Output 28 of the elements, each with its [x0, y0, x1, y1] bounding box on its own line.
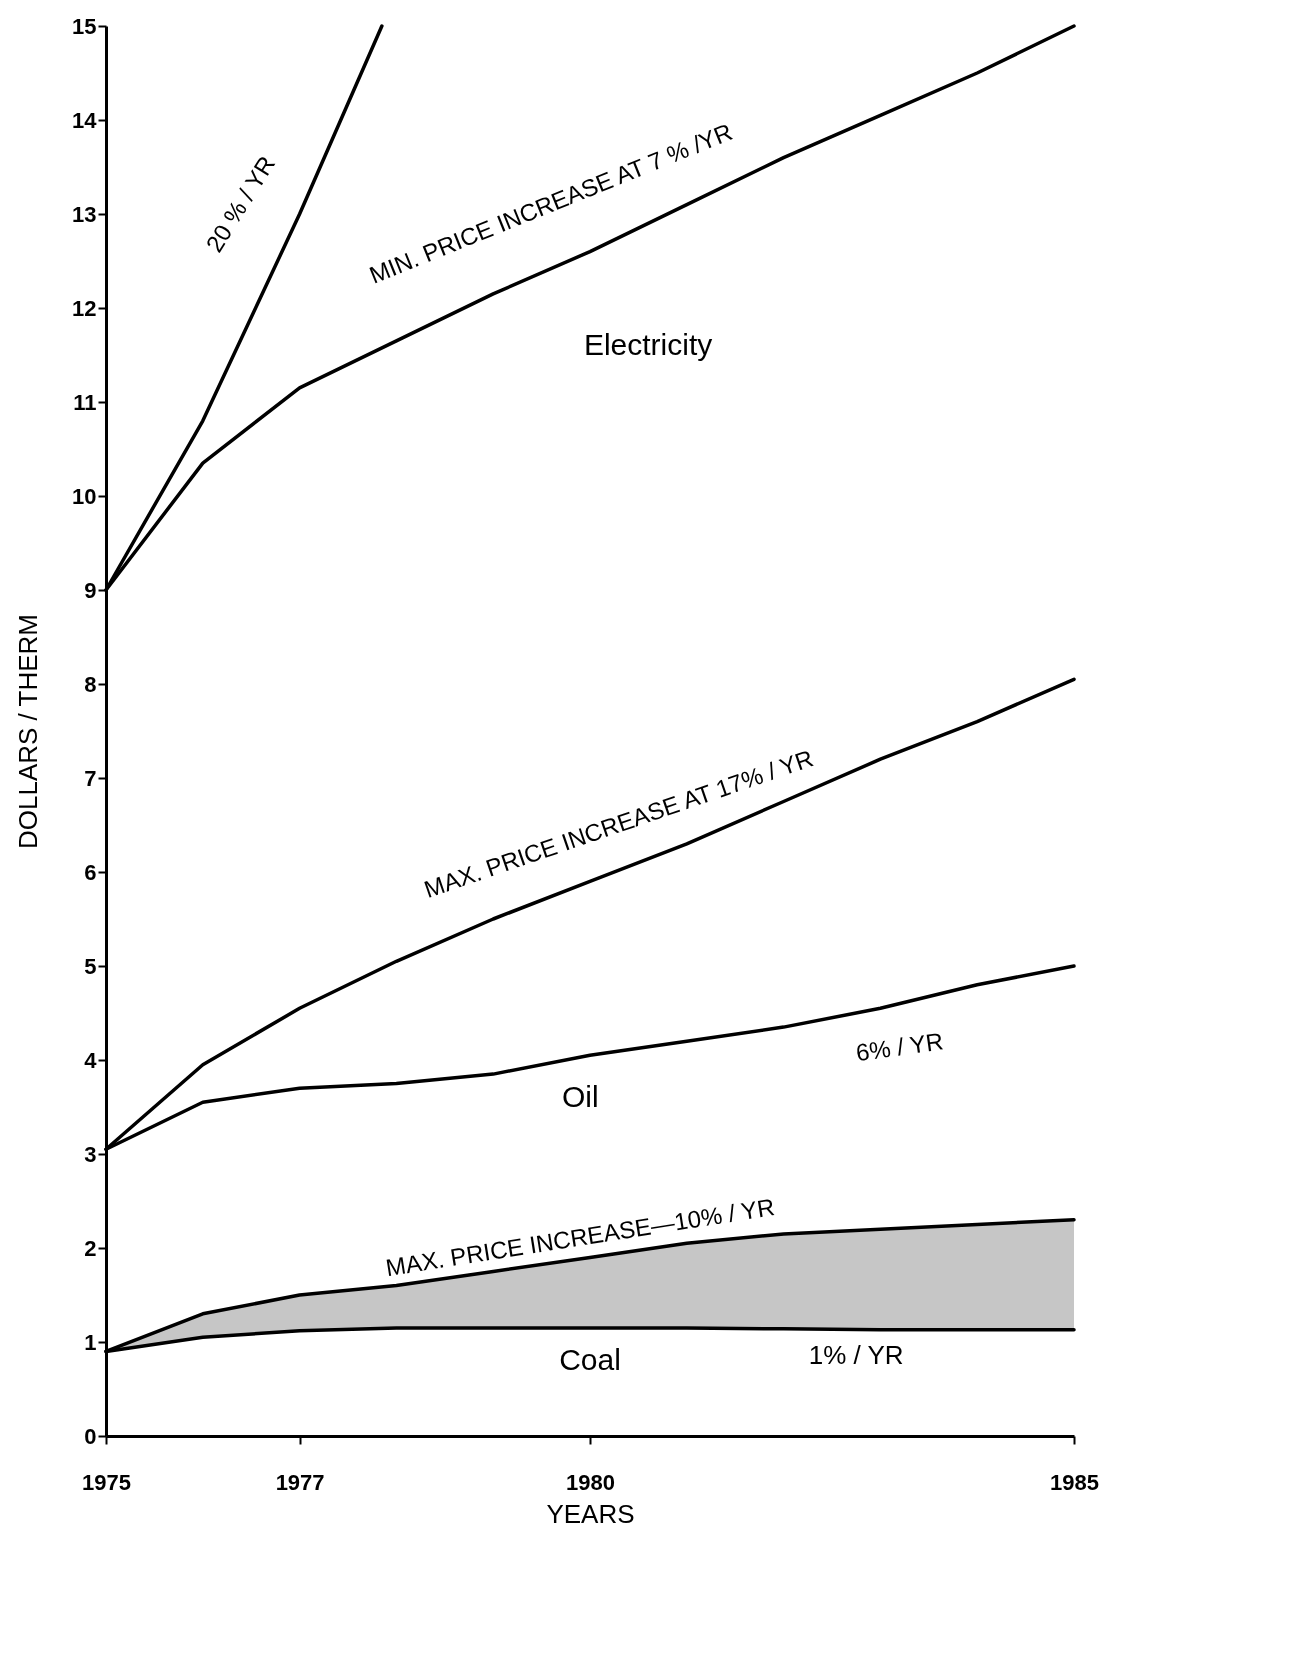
x-tick-label: 1980 [566, 1469, 615, 1495]
y-tick-label: 7 [84, 765, 97, 791]
x-tick-label: 1977 [275, 1469, 325, 1495]
y-tick-label: 5 [84, 953, 97, 979]
annotation: Coal [559, 1342, 621, 1376]
annotation: 20 % / YR [200, 151, 281, 257]
y-tick-label: 0 [84, 1423, 97, 1449]
x-tick-label: 1975 [82, 1469, 131, 1495]
y-axis-title: DOLLARS / THERM [13, 613, 44, 850]
y-tick-label: 14 [72, 107, 98, 133]
annotation: Electricity [583, 327, 713, 361]
y-tick-label: 11 [73, 389, 97, 415]
annotation: 1% / YR [808, 1340, 904, 1371]
y-tick-label: 10 [72, 483, 97, 509]
y-tick-label: 9 [84, 577, 97, 603]
y-tick-label: 4 [84, 1047, 98, 1073]
y-tick-label: 6 [84, 859, 97, 885]
y-tick-label: 1 [84, 1329, 97, 1355]
y-tick-label: 8 [84, 671, 97, 697]
y-tick-label: 13 [72, 201, 97, 227]
x-axis-title: YEARS [546, 1498, 635, 1529]
y-tick-label: 3 [84, 1141, 97, 1167]
y-tick-label: 15 [72, 13, 97, 39]
annotation: Oil [561, 1079, 599, 1113]
y-tick-label: 2 [84, 1235, 97, 1261]
x-tick-label: 1985 [1050, 1469, 1099, 1495]
y-tick-label: 12 [72, 295, 97, 321]
annotation: 6% / YR [854, 1027, 945, 1067]
